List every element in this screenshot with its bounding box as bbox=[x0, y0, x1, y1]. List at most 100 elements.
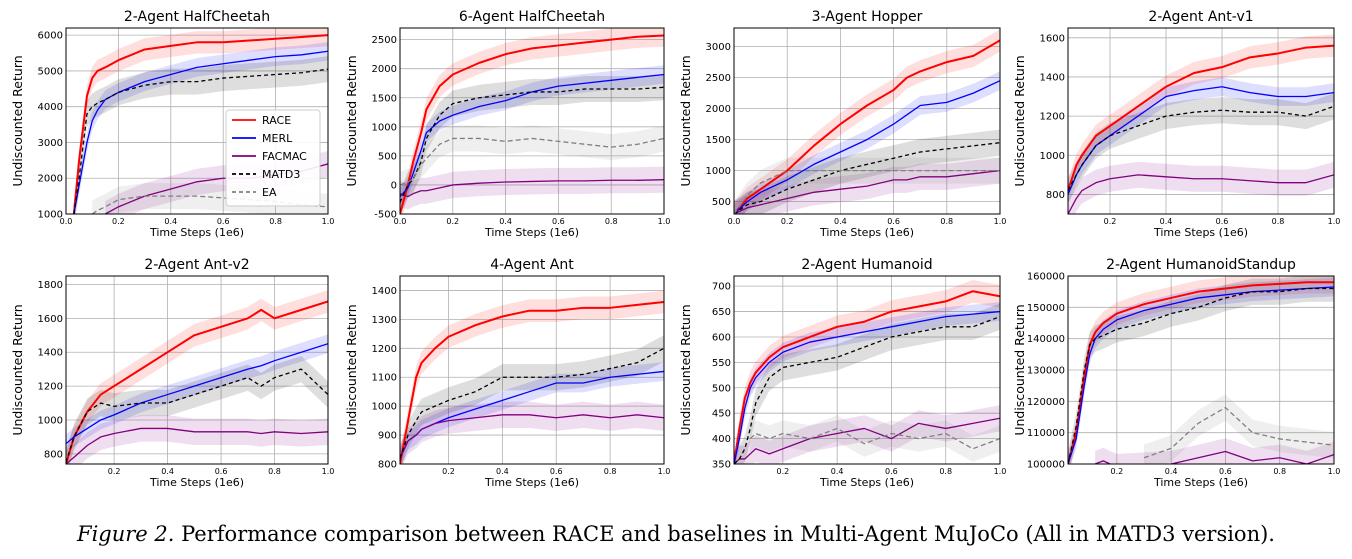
band-merl bbox=[400, 362, 664, 464]
series-line-facmac bbox=[66, 427, 328, 464]
chart-title: 2-Agent HumanoidStandup bbox=[1106, 257, 1296, 273]
chart-panel-7: 0.2 0.4 0.6 0.8 1.0 350 400 450 500 550 600 650 700 2… bbox=[678, 257, 1006, 489]
band-merl bbox=[400, 65, 664, 206]
y-axis-label: Undiscounted Return bbox=[344, 55, 359, 186]
y-tick-label: 5000 bbox=[38, 66, 63, 77]
band-facmac bbox=[400, 166, 664, 210]
series-line-matd3 bbox=[400, 86, 664, 203]
x-tick-label: 0.0 bbox=[394, 217, 407, 226]
y-tick-label: 160000 bbox=[1027, 272, 1065, 283]
y-tick-label: 1000 bbox=[38, 210, 63, 221]
plot-frame bbox=[399, 275, 665, 465]
x-axis-label: Time Steps (1e6) bbox=[484, 226, 579, 239]
x-tick-label: 0.2 bbox=[1104, 217, 1117, 226]
series-line-race bbox=[734, 39, 1000, 214]
band-race bbox=[734, 29, 1000, 214]
x-tick-label: 0.8 bbox=[1272, 217, 1285, 226]
band-race bbox=[734, 279, 1000, 464]
y-tick-label: 1100 bbox=[372, 373, 397, 384]
chart-panel-1: 0.0 0.2 0.4 0.6 0.8 1.0 1000 2000 3000 4000 5000 60… bbox=[10, 9, 334, 239]
series-line-facmac bbox=[1068, 174, 1334, 214]
figure-caption: Figure 2. Performance comparison between… bbox=[0, 522, 1352, 546]
chart-panel-6: 0.2 0.4 0.6 0.8 1.0 800 900 1000 1100 1200 1300 140… bbox=[344, 257, 670, 489]
series-line-race bbox=[1068, 44, 1334, 191]
x-tick-label: 0.2 bbox=[442, 467, 455, 476]
band-merl bbox=[734, 71, 1000, 214]
y-tick-label: 1000 bbox=[706, 166, 731, 177]
series-line-ea bbox=[400, 137, 664, 186]
y-tick-label: 2000 bbox=[706, 104, 731, 115]
y-tick-label: 1000 bbox=[38, 415, 63, 426]
chart-title: 2-Agent Humanoid bbox=[801, 257, 932, 273]
x-tick-label: 0.0 bbox=[60, 217, 73, 226]
caption-text: Performance comparison between RACE and … bbox=[181, 522, 1275, 546]
x-tick-label: 0.4 bbox=[161, 467, 174, 476]
y-tick-label: 900 bbox=[378, 431, 397, 442]
y-tick-label: 400 bbox=[712, 434, 731, 445]
series-line-ea bbox=[734, 169, 1000, 214]
x-axis-label: Time Steps (1e6) bbox=[149, 226, 244, 239]
y-tick-label: 3000 bbox=[38, 138, 63, 149]
series-line-merl bbox=[73, 50, 328, 214]
y-tick-label: 700 bbox=[712, 282, 731, 293]
figure: 0.0 0.2 0.4 0.6 0.8 1.01000200030004000500060… bbox=[10, 9, 1340, 489]
band-race bbox=[400, 28, 664, 214]
x-tick-label: 0.2 bbox=[781, 217, 794, 226]
x-axis-label: Time Steps (1e6) bbox=[149, 476, 244, 489]
y-axis-label: Undiscounted Return bbox=[678, 55, 693, 186]
series-line-race bbox=[400, 301, 664, 464]
y-tick-label: 1200 bbox=[372, 344, 397, 355]
band-facmac bbox=[1095, 438, 1334, 464]
plot-frame bbox=[65, 27, 329, 215]
y-tick-label: 1400 bbox=[38, 348, 63, 359]
chart-title: 6-Agent HalfCheetah bbox=[459, 9, 605, 25]
band-matd3 bbox=[66, 355, 328, 464]
y-tick-label: 1500 bbox=[372, 93, 397, 104]
chart-panel-5: 0.2 0.4 0.6 0.8 1.0 800 1000 1200 1400 1600 1800 2-… bbox=[10, 257, 334, 489]
y-tick-label: 1300 bbox=[372, 315, 397, 326]
x-tick-label: 0.6 bbox=[1216, 217, 1229, 226]
y-tick-label: 0 bbox=[391, 180, 397, 191]
x-tick-label: 0.2 bbox=[776, 467, 789, 476]
chart-title: 4-Agent Ant bbox=[490, 257, 574, 273]
y-tick-label: 110000 bbox=[1027, 428, 1065, 439]
y-tick-label: 2500 bbox=[372, 35, 397, 46]
y-tick-label: 130000 bbox=[1027, 366, 1065, 377]
legend-label: MATD3 bbox=[262, 168, 300, 181]
y-axis-label: Undiscounted Return bbox=[10, 304, 25, 435]
x-tick-label: 0.8 bbox=[939, 467, 952, 476]
x-axis-label: Time Steps (1e6) bbox=[819, 226, 914, 239]
series-line-merl bbox=[1068, 286, 1334, 464]
y-tick-label: 1200 bbox=[1040, 112, 1065, 123]
series-line-matd3 bbox=[1068, 105, 1334, 191]
y-axis-label: Undiscounted Return bbox=[1012, 55, 1027, 186]
band-matd3 bbox=[1068, 276, 1334, 464]
x-tick-label: 0.6 bbox=[217, 217, 230, 226]
y-tick-label: 1400 bbox=[1040, 72, 1065, 83]
chart-title: 3-Agent Hopper bbox=[812, 9, 923, 25]
x-tick-label: 1.0 bbox=[994, 217, 1007, 226]
y-tick-label: 500 bbox=[378, 151, 397, 162]
band-facmac bbox=[66, 415, 328, 464]
series-line-matd3 bbox=[400, 347, 664, 459]
x-tick-label: 0.2 bbox=[108, 467, 121, 476]
legend-label: RACE bbox=[262, 114, 291, 127]
band-facmac bbox=[400, 401, 664, 464]
series-line-facmac bbox=[400, 179, 664, 198]
x-tick-label: 0.6 bbox=[552, 217, 565, 226]
y-tick-label: 800 bbox=[1046, 190, 1065, 201]
y-tick-label: 140000 bbox=[1027, 334, 1065, 345]
x-tick-label: 0.4 bbox=[164, 217, 177, 226]
chart-title: 2-Agent Ant-v2 bbox=[144, 257, 249, 273]
y-tick-label: 550 bbox=[712, 358, 731, 369]
band-matd3 bbox=[400, 335, 664, 464]
y-tick-label: 1800 bbox=[38, 280, 63, 291]
x-tick-label: 0.4 bbox=[1160, 217, 1173, 226]
chart-title: 2-Agent HalfCheetah bbox=[124, 9, 270, 25]
chart-panel-4: 0.2 0.4 0.6 0.8 1.0 800 1000 1200 1400 1600 2-Agen… bbox=[1012, 9, 1340, 239]
x-tick-label: 1.0 bbox=[322, 217, 335, 226]
x-tick-label: 1.0 bbox=[322, 467, 335, 476]
x-tick-label: 0.8 bbox=[604, 467, 617, 476]
series-line-facmac bbox=[1094, 450, 1334, 464]
x-tick-label: 0.0 bbox=[728, 217, 741, 226]
